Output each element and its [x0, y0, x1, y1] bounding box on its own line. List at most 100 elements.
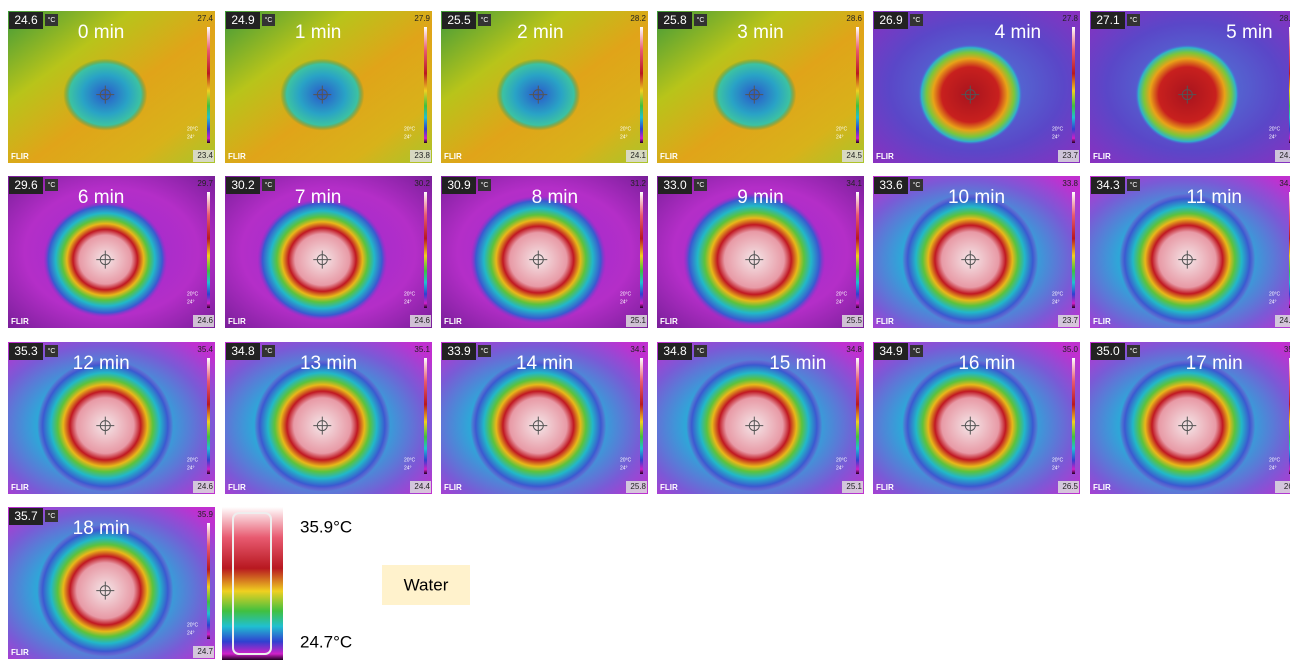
spot-temp: 25.5	[447, 13, 471, 27]
scale-min: 24.7°C	[300, 632, 352, 651]
time-label: 0 min	[78, 22, 124, 43]
icon-label: 24°	[187, 134, 195, 140]
icon-label: 20°C	[620, 457, 632, 463]
max-temp: 35.1	[414, 345, 430, 354]
min-temp: 24.4	[414, 482, 430, 491]
time-label: 11 min	[1186, 187, 1242, 208]
flir-logo: FLIR	[228, 152, 246, 161]
unit-badge: °C	[265, 347, 273, 355]
scale-strip	[207, 27, 210, 143]
min-temp: 23.8	[414, 151, 430, 160]
min-temp: 23.7	[1062, 316, 1078, 325]
icon-label: 24°	[187, 630, 195, 636]
flir-logo: FLIR	[444, 317, 462, 326]
unit-badge: °C	[265, 16, 273, 24]
time-label: 7 min	[295, 187, 341, 208]
time-label: 4 min	[995, 22, 1041, 43]
unit-badge: °C	[697, 16, 705, 24]
spot-temp: 30.2	[231, 178, 255, 192]
time-label: 14 min	[516, 353, 573, 374]
scale-strip	[1072, 192, 1075, 308]
max-temp: 27.4	[197, 14, 213, 23]
thermal-collage: 35.9°C 24.7°C Water 24.6°C27.423.4FLIR20…	[0, 0, 1290, 662]
icon-label: 24°	[404, 465, 412, 471]
flir-logo: FLIR	[660, 483, 678, 492]
min-temp: 24.6	[197, 482, 213, 491]
flir-logo: FLIR	[444, 483, 462, 492]
spot-temp: 35.7	[14, 509, 38, 523]
spot-temp: 27.1	[1096, 13, 1120, 27]
max-temp: 34.1	[630, 345, 646, 354]
time-label: 15 min	[769, 353, 826, 374]
scale-strip	[856, 358, 859, 474]
scale-strip	[424, 192, 427, 308]
unit-badge: °C	[913, 16, 921, 24]
min-temp: 26.5	[1062, 482, 1078, 491]
icon-label: 24°	[620, 299, 628, 305]
scale-strip	[207, 523, 210, 639]
scale-strip	[424, 27, 427, 143]
min-temp: 24.1	[1279, 316, 1290, 325]
color-scale	[222, 507, 283, 660]
icon-label: 20°C	[1052, 291, 1064, 297]
scale-strip	[640, 358, 643, 474]
spot-temp: 24.9	[231, 13, 255, 27]
max-temp: 33.8	[1062, 179, 1078, 188]
unit-badge: °C	[913, 347, 921, 355]
unit-badge: °C	[481, 16, 489, 24]
min-temp: 24.6	[197, 316, 213, 325]
time-label: 12 min	[73, 353, 130, 374]
unit-badge: °C	[48, 181, 56, 189]
flir-logo: FLIR	[444, 152, 462, 161]
max-temp: 35.4	[197, 345, 213, 354]
max-temp: 35.0	[1062, 345, 1078, 354]
unit-badge: °C	[48, 16, 56, 24]
scale-strip	[207, 192, 210, 308]
flir-logo: FLIR	[660, 317, 678, 326]
unit-badge: °C	[913, 181, 921, 189]
max-temp: 28.2	[630, 14, 646, 23]
max-temp: 29.7	[197, 179, 213, 188]
max-temp: 35.9	[197, 510, 213, 519]
scale-max: 35.9°C	[300, 517, 352, 536]
max-temp: 28.1	[1279, 14, 1290, 23]
icon-label: 24°	[404, 299, 412, 305]
icon-label: 20°C	[836, 126, 848, 132]
icon-label: 24°	[404, 134, 412, 140]
spot-temp: 26.9	[879, 13, 903, 27]
scale-strip	[1072, 358, 1075, 474]
icon-label: 24°	[620, 134, 628, 140]
min-temp: 26.	[1284, 482, 1290, 491]
icon-label: 20°C	[620, 126, 632, 132]
max-temp: 34.1	[846, 179, 862, 188]
icon-label: 20°C	[836, 291, 848, 297]
min-temp: 25.8	[630, 482, 646, 491]
flir-logo: FLIR	[1093, 317, 1111, 326]
spot-temp: 35.0	[1096, 344, 1120, 358]
icon-label: 20°C	[1269, 457, 1281, 463]
spot-temp: 30.9	[447, 178, 471, 192]
scale-strip	[424, 358, 427, 474]
scale-strip	[1072, 27, 1075, 143]
min-temp: 23.7	[1062, 151, 1078, 160]
icon-label: 20°C	[620, 291, 632, 297]
flir-logo: FLIR	[876, 483, 894, 492]
icon-label: 24°	[836, 134, 844, 140]
icon-label: 20°C	[404, 126, 416, 132]
unit-badge: °C	[265, 181, 273, 189]
spot-temp: 33.0	[663, 178, 687, 192]
icon-label: 20°C	[187, 622, 199, 628]
spot-temp: 34.8	[231, 344, 255, 358]
time-label: 18 min	[73, 518, 130, 539]
min-temp: 25.1	[630, 316, 646, 325]
time-label: 2 min	[517, 22, 563, 43]
icon-label: 24°	[1269, 299, 1277, 305]
time-label: 16 min	[958, 353, 1015, 374]
legend-label: Water	[404, 575, 449, 594]
flir-logo: FLIR	[660, 152, 678, 161]
min-temp: 24.6	[414, 316, 430, 325]
min-temp: 24.5	[846, 151, 862, 160]
spot-temp: 24.6	[14, 13, 38, 27]
flir-logo: FLIR	[1093, 152, 1111, 161]
unit-badge: °C	[697, 347, 705, 355]
